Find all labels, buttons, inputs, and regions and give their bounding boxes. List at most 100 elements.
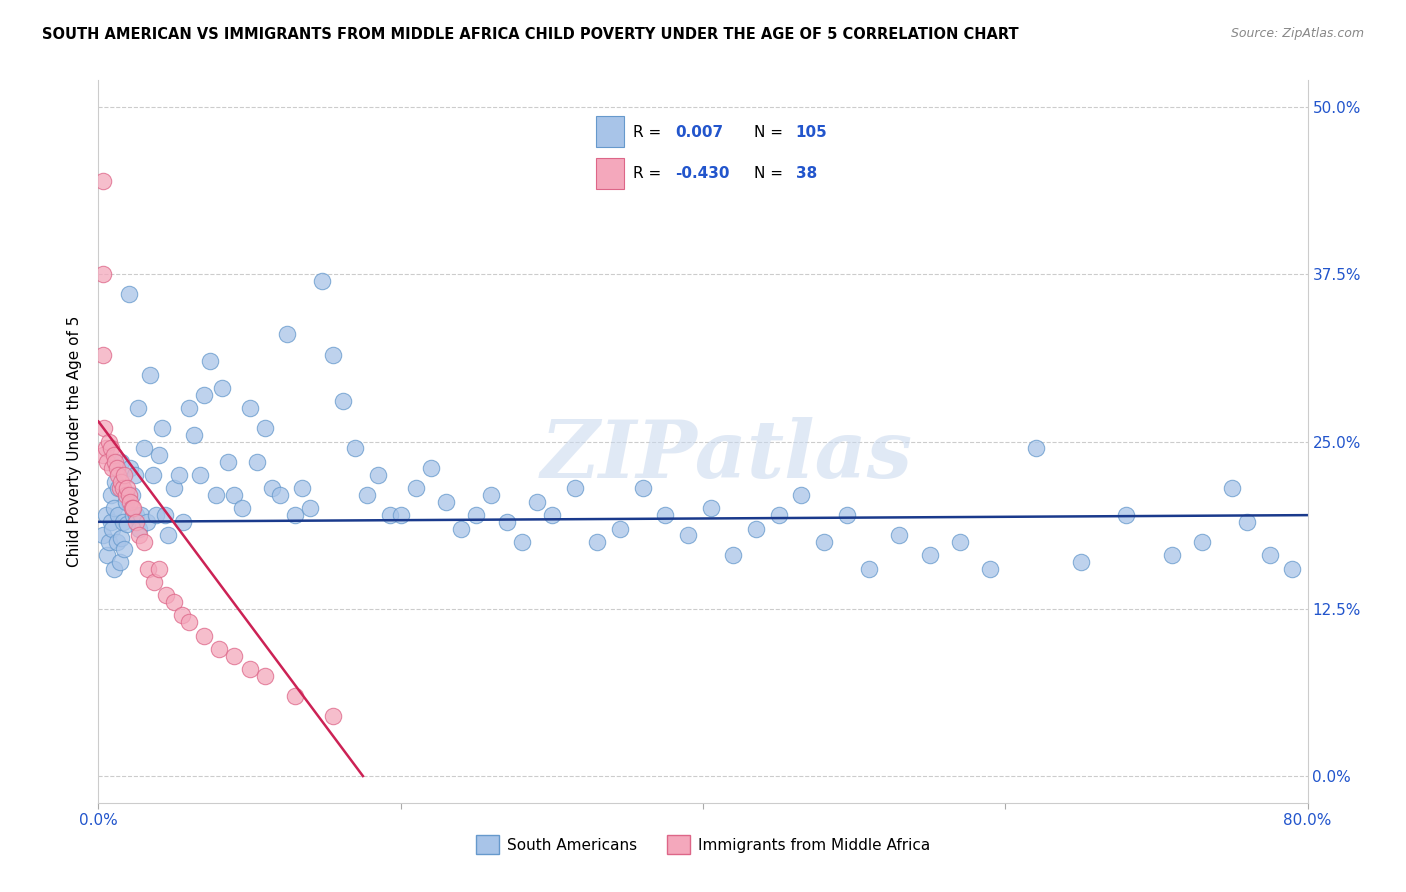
Point	[156, 528, 179, 542]
Point	[145, 508, 167, 523]
Point	[124, 467, 146, 482]
Point	[112, 467, 135, 482]
Point	[96, 548, 118, 563]
Point	[120, 494, 142, 508]
Text: Source: ZipAtlas.com: Source: ZipAtlas.com	[1230, 27, 1364, 40]
Point	[107, 467, 129, 482]
Point	[1281, 562, 1303, 576]
Point	[101, 521, 124, 535]
Point	[110, 455, 132, 469]
Point	[129, 508, 152, 523]
Point	[108, 555, 131, 569]
Point	[148, 448, 170, 462]
Point	[93, 421, 115, 435]
Point	[100, 442, 122, 455]
Point	[481, 488, 503, 502]
Point	[183, 428, 205, 442]
Text: SOUTH AMERICAN VS IMMIGRANTS FROM MIDDLE AFRICA CHILD POVERTY UNDER THE AGE OF 5: SOUTH AMERICAN VS IMMIGRANTS FROM MIDDLE…	[42, 27, 1019, 42]
Point	[142, 467, 165, 482]
Point	[450, 521, 472, 535]
Point	[121, 488, 143, 502]
Point	[108, 482, 131, 496]
Point	[105, 461, 128, 475]
Point	[276, 327, 298, 342]
Point	[110, 475, 132, 489]
Text: 105: 105	[796, 125, 828, 139]
Point	[858, 562, 880, 576]
Point	[94, 508, 117, 523]
Point	[179, 615, 201, 630]
Point	[170, 608, 193, 623]
Point	[98, 535, 121, 549]
Point	[135, 515, 157, 529]
Point	[299, 501, 322, 516]
Point	[291, 482, 314, 496]
Point	[91, 448, 114, 462]
Point	[188, 467, 211, 482]
Point	[262, 482, 284, 496]
Point	[1191, 535, 1213, 549]
Point	[434, 494, 457, 508]
Point	[193, 387, 215, 401]
Text: 0.007: 0.007	[675, 125, 723, 139]
Point	[835, 508, 858, 523]
Point	[723, 548, 745, 563]
Point	[128, 528, 150, 542]
Point	[1236, 515, 1258, 529]
Point	[495, 515, 517, 529]
Legend: South Americans, Immigrants from Middle Africa: South Americans, Immigrants from Middle …	[470, 830, 936, 860]
Point	[120, 461, 142, 475]
Point	[163, 595, 186, 609]
Point	[1160, 548, 1182, 563]
Point	[112, 541, 135, 556]
Point	[172, 515, 194, 529]
Point	[96, 455, 118, 469]
Point	[246, 455, 269, 469]
Point	[114, 488, 136, 502]
Point	[676, 528, 699, 542]
Point	[389, 508, 412, 523]
Point	[253, 421, 276, 435]
Point	[143, 575, 166, 590]
FancyBboxPatch shape	[596, 116, 624, 147]
Point	[128, 521, 150, 535]
Point	[208, 642, 231, 657]
Point	[104, 475, 127, 489]
Point	[150, 421, 173, 435]
Point	[101, 461, 124, 475]
Point	[813, 535, 835, 549]
Point	[115, 482, 138, 496]
Point	[98, 434, 121, 449]
Point	[253, 669, 276, 683]
Point	[125, 515, 148, 529]
Point	[153, 508, 176, 523]
Point	[163, 482, 186, 496]
Point	[609, 521, 631, 535]
Point	[420, 461, 443, 475]
Point	[103, 562, 125, 576]
Point	[745, 521, 768, 535]
Point	[510, 535, 533, 549]
Point	[110, 531, 132, 545]
Text: N =: N =	[754, 166, 787, 180]
Text: R =: R =	[633, 125, 666, 139]
Point	[224, 488, 246, 502]
Text: -0.430: -0.430	[675, 166, 730, 180]
Text: N =: N =	[754, 125, 787, 139]
Point	[125, 508, 148, 523]
Text: R =: R =	[633, 166, 666, 180]
Point	[193, 629, 215, 643]
Point	[127, 401, 149, 416]
Point	[132, 535, 155, 549]
Point	[139, 368, 162, 382]
Point	[332, 394, 354, 409]
Point	[122, 508, 145, 523]
Point	[269, 488, 291, 502]
Point	[105, 535, 128, 549]
Point	[91, 174, 114, 188]
Point	[107, 482, 129, 496]
Point	[356, 488, 378, 502]
Point	[889, 528, 911, 542]
Point	[103, 448, 125, 462]
Point	[239, 401, 262, 416]
